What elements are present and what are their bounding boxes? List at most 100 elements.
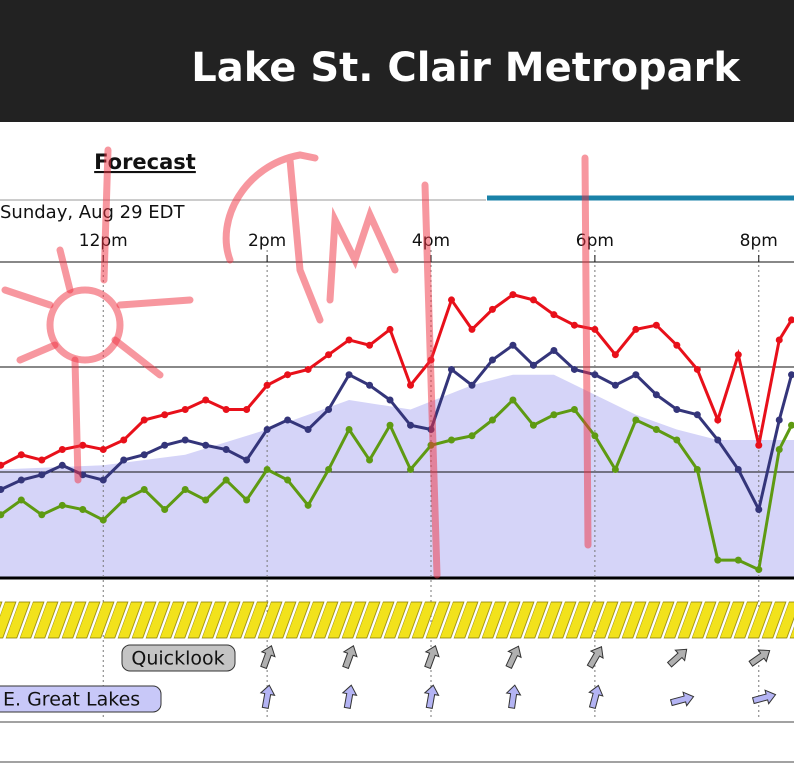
wind-barbs [0, 600, 794, 640]
series-point [366, 381, 374, 389]
series-point [222, 445, 230, 453]
series-point [755, 441, 763, 449]
series-point [79, 506, 87, 514]
series-point [58, 445, 66, 453]
series-point [0, 486, 5, 494]
series-point [611, 351, 619, 359]
series-point [788, 316, 794, 324]
quicklook-badge[interactable] [121, 644, 236, 672]
series-point [386, 325, 394, 333]
series-point [673, 436, 681, 444]
series-point [611, 381, 619, 389]
series-point [570, 365, 578, 373]
series-point [788, 421, 794, 429]
series-point [693, 411, 701, 419]
series-point [714, 436, 722, 444]
series-line [0, 397, 793, 572]
series-point [263, 425, 271, 433]
series-point [284, 416, 292, 424]
series-point [58, 501, 66, 509]
series-point [468, 381, 476, 389]
series-point [468, 325, 476, 333]
series-point [202, 441, 210, 449]
series-point [0, 461, 5, 469]
series-point [734, 556, 742, 564]
series-point [550, 411, 558, 419]
series-point [325, 466, 333, 474]
series-point [714, 416, 722, 424]
series-point [181, 486, 189, 494]
date-label: Sunday, Aug 29 EDT [0, 202, 186, 223]
hand-annotations [1, 146, 592, 579]
series-point [652, 321, 660, 329]
series-point [17, 476, 25, 484]
series-point [632, 416, 640, 424]
series-point [38, 511, 46, 519]
series-point [58, 461, 66, 469]
series-point [140, 416, 148, 424]
series-point [161, 441, 169, 449]
great-lakes-badge[interactable] [0, 685, 162, 713]
series-point [447, 296, 455, 304]
series-point [407, 466, 415, 474]
series-point [243, 405, 251, 413]
series-point [304, 365, 312, 373]
series-point [788, 371, 794, 379]
series-point [693, 466, 701, 474]
series-point [161, 506, 169, 514]
series-point [447, 436, 455, 444]
series-point [345, 336, 353, 344]
series-point [366, 456, 374, 464]
series-point [120, 436, 128, 444]
series-point [509, 341, 517, 349]
series-point [693, 365, 701, 373]
series-point [120, 496, 128, 504]
series-point [38, 456, 46, 464]
series-point [366, 341, 374, 349]
series-point [386, 421, 394, 429]
series-line [0, 293, 793, 467]
series-point [570, 405, 578, 413]
series-point [304, 425, 312, 433]
series-point [488, 356, 496, 364]
series-point [99, 476, 107, 484]
series-point [0, 511, 5, 519]
series-point [120, 456, 128, 464]
series-point [591, 325, 599, 333]
series-point [775, 416, 783, 424]
series-point [345, 371, 353, 379]
series-point [591, 432, 599, 440]
series-point [734, 351, 742, 359]
series-line [0, 343, 793, 514]
series-point [755, 506, 763, 514]
series-point [99, 516, 107, 524]
series-point [488, 305, 496, 313]
series-point [652, 425, 660, 433]
series-point [99, 445, 107, 453]
series-point [222, 476, 230, 484]
x-tick-label: 6pm [576, 231, 614, 251]
series-point [550, 311, 558, 319]
series-point [529, 421, 537, 429]
series-point [775, 445, 783, 453]
x-tick-label: 4pm [412, 231, 450, 251]
page-title: Lake St. Clair Metropark [191, 45, 741, 91]
forecast-area [0, 374, 794, 578]
x-tick-label: 2pm [248, 231, 286, 251]
series-point [263, 466, 271, 474]
series-point [652, 391, 660, 399]
series-point [386, 396, 394, 404]
series-point [222, 405, 230, 413]
series-point [509, 291, 517, 299]
series-point [243, 456, 251, 464]
series-point [161, 411, 169, 419]
series-point [304, 501, 312, 509]
series-point [17, 451, 25, 459]
series-point [79, 441, 87, 449]
series-point [755, 566, 763, 574]
quicklook-arrows [256, 642, 775, 671]
series-point [529, 361, 537, 369]
series-point [140, 451, 148, 459]
series-point [632, 371, 640, 379]
series-point [611, 466, 619, 474]
